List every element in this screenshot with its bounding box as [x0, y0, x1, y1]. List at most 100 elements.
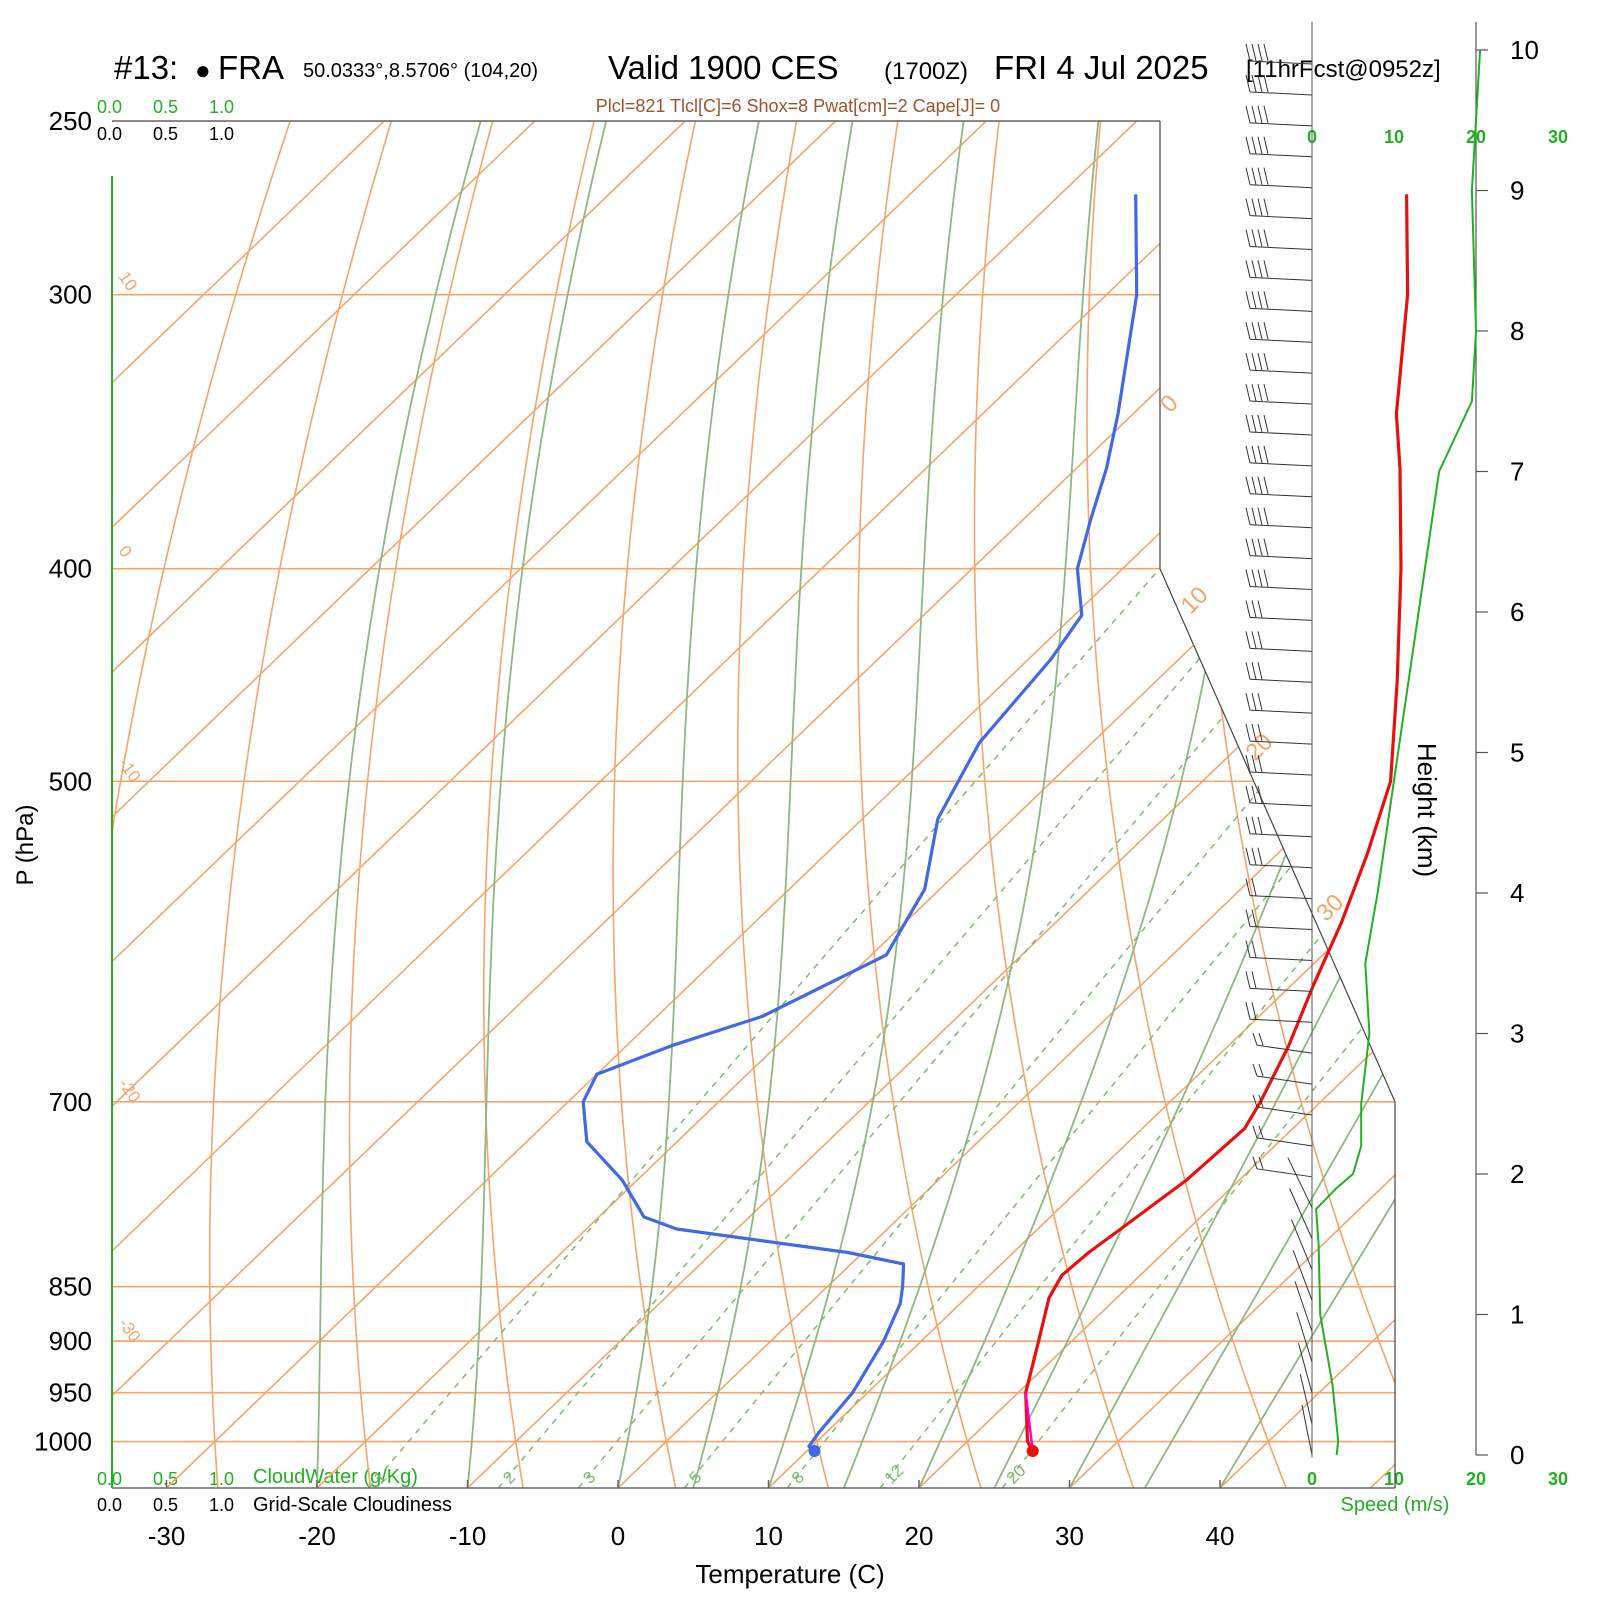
wind-barb [1245, 445, 1313, 467]
isotherm--60 [112, 121, 1138, 1488]
height-tick-8: 8 [1510, 316, 1524, 346]
pressure-tick-300: 300 [49, 280, 92, 310]
dry-adiabat--10 [482, 121, 595, 1488]
mixing-ratio-label: 8 [788, 1468, 808, 1488]
mixing-ratio-line-3 [577, 568, 1350, 1488]
wind-barb [1245, 136, 1313, 158]
wind-barb [1245, 693, 1313, 714]
cloud-bottom-black-1: 0.5 [153, 1495, 178, 1515]
pressure-tick-250: 250 [49, 106, 92, 136]
mixing-ratio-line-5 [683, 568, 1395, 1488]
temp-tick--20: -20 [298, 1521, 336, 1551]
isotherm-label-left: 0 [115, 542, 136, 561]
isotherm--100 [112, 121, 536, 1488]
cloudiness-label: Grid-Scale Cloudiness [253, 1494, 452, 1516]
height-axis-title: Height (km) [1412, 743, 1442, 877]
dry-adiabat-0 [612, 121, 697, 1488]
wind-barb [1297, 1343, 1313, 1394]
wind-barb [1252, 1156, 1313, 1178]
isotherm--90 [112, 121, 686, 1488]
cloudwater-label: CloudWater (g/Kg) [253, 1466, 418, 1488]
wind-barb [1252, 1063, 1313, 1085]
mixing-ratio-label: 3 [579, 1468, 599, 1488]
height-tick-3: 3 [1510, 1019, 1524, 1049]
wind-barb [1245, 723, 1313, 745]
isotherm--50 [112, 121, 1288, 1488]
speed-bottom-0: 0 [1307, 1469, 1317, 1489]
moist-adiabat--20 [316, 121, 482, 1488]
temp-tick-40: 40 [1206, 1521, 1235, 1551]
wind-barb [1301, 1404, 1313, 1456]
wind-barb [1252, 1033, 1313, 1054]
wind-barb [1245, 754, 1313, 776]
isotherm-10 [767, 121, 1395, 1488]
valid-date: FRI 4 Jul 2025 [994, 49, 1209, 86]
height-tick-2: 2 [1510, 1159, 1524, 1189]
height-tick-0: 0 [1510, 1440, 1524, 1470]
wind-barb [1245, 74, 1313, 96]
cloud-bottom-black-2: 1.0 [209, 1495, 234, 1515]
wind-barb [1287, 1157, 1313, 1208]
speed-top-1: 10 [1384, 127, 1404, 147]
mixing-ratio-line-8 [786, 568, 1395, 1488]
moist-adiabat-35 [1144, 121, 1395, 1488]
cloud-top-black-0: 0.0 [97, 124, 122, 144]
isotherm--110 [112, 121, 385, 1488]
wind-barb [1294, 1281, 1313, 1332]
wind-barb [1296, 1312, 1313, 1363]
wind-barb [1245, 785, 1313, 807]
wind-barb [1245, 847, 1313, 869]
temp-tick-20: 20 [905, 1521, 934, 1551]
valid-time: Valid 1900 CES [608, 49, 839, 86]
wind-barb [1245, 971, 1313, 992]
station-prefix: #13: [114, 49, 178, 86]
speed-top-3: 30 [1548, 127, 1568, 147]
isotherm--80 [112, 121, 837, 1488]
wind-barbs [1245, 43, 1313, 1456]
pressure-tick-500: 500 [49, 766, 92, 796]
moist-adiabat-40 [1219, 121, 1395, 1488]
height-tick-7: 7 [1510, 457, 1524, 487]
height-tick-10: 10 [1510, 35, 1539, 65]
height-tick-1: 1 [1510, 1300, 1524, 1330]
cloud-bottom-green-0: 0.0 [97, 1469, 122, 1489]
moist-adiabat-20 [918, 121, 1265, 1488]
isotherm-label-left: 10 [115, 268, 141, 294]
isotherm-60 [1521, 121, 1600, 1488]
speed-bottom-3: 30 [1548, 1469, 1568, 1489]
surface-temperature-dot [1026, 1445, 1039, 1458]
dry-adiabat-20 [857, 121, 982, 1488]
isotherm--30 [165, 121, 1395, 1488]
wind-barb [1245, 383, 1313, 405]
speed-bottom-2: 20 [1466, 1469, 1486, 1489]
height-tick-9: 9 [1510, 176, 1524, 206]
dry-adiabat-40 [1086, 121, 1287, 1488]
wind-barb [1245, 1002, 1313, 1023]
isotherm-30 [1068, 121, 1395, 1488]
wind-barb [1290, 1219, 1313, 1270]
valid-zulu: (1700Z) [884, 58, 968, 85]
isotherm--20 [316, 121, 1395, 1488]
mixing-ratio-line-12 [879, 568, 1395, 1488]
wind-barb [1245, 909, 1313, 931]
wind-barb [1245, 229, 1313, 251]
speed-label: Speed (m/s) [1341, 1494, 1450, 1516]
speed-profile-line [1315, 49, 1482, 1456]
wind-barb [1245, 878, 1313, 900]
pressure-tick-400: 400 [49, 554, 92, 584]
moist-adiabat-10 [767, 121, 965, 1488]
pressure-tick-700: 700 [49, 1087, 92, 1117]
indices-line: Plcl=821 Tlcl[C]=6 Shox=8 Pwat[cm]=2 Cap… [596, 96, 1000, 116]
isotherm--70 [112, 121, 987, 1488]
wind-barb [1245, 414, 1313, 436]
wind-barb [1252, 1094, 1313, 1116]
isotherm--40 [112, 121, 1395, 1488]
mixing-ratio-label: 5 [685, 1468, 705, 1488]
height-tick-6: 6 [1510, 597, 1524, 627]
wind-barb [1245, 816, 1313, 838]
pressure-tick-850: 850 [49, 1272, 92, 1302]
cloud-top-green-1: 0.5 [153, 97, 178, 117]
height-tick-4: 4 [1510, 878, 1524, 908]
